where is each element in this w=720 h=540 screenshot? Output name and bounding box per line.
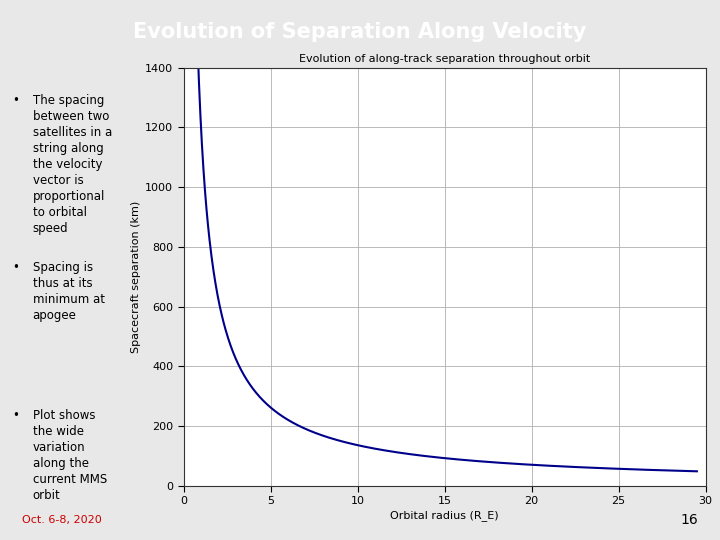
Text: The spacing
between two
satellites in a
string along
the velocity
vector is
prop: The spacing between two satellites in a …: [32, 93, 112, 234]
Text: Plot shows
the wide
variation
along the
current MMS
orbit: Plot shows the wide variation along the …: [32, 409, 107, 502]
Y-axis label: Spacecraft separation (km): Spacecraft separation (km): [131, 201, 141, 353]
Text: Evolution of Separation Along Velocity: Evolution of Separation Along Velocity: [133, 22, 587, 42]
Text: •: •: [12, 409, 19, 422]
Text: 16: 16: [680, 513, 698, 526]
Text: •: •: [12, 261, 19, 274]
Title: Evolution of along-track separation throughout orbit: Evolution of along-track separation thro…: [299, 54, 590, 64]
Text: •: •: [12, 93, 19, 106]
Text: Oct. 6-8, 2020: Oct. 6-8, 2020: [22, 515, 102, 525]
X-axis label: Orbital radius (R_E): Orbital radius (R_E): [390, 511, 499, 522]
Text: Spacing is
thus at its
minimum at
apogee: Spacing is thus at its minimum at apogee: [32, 261, 104, 322]
